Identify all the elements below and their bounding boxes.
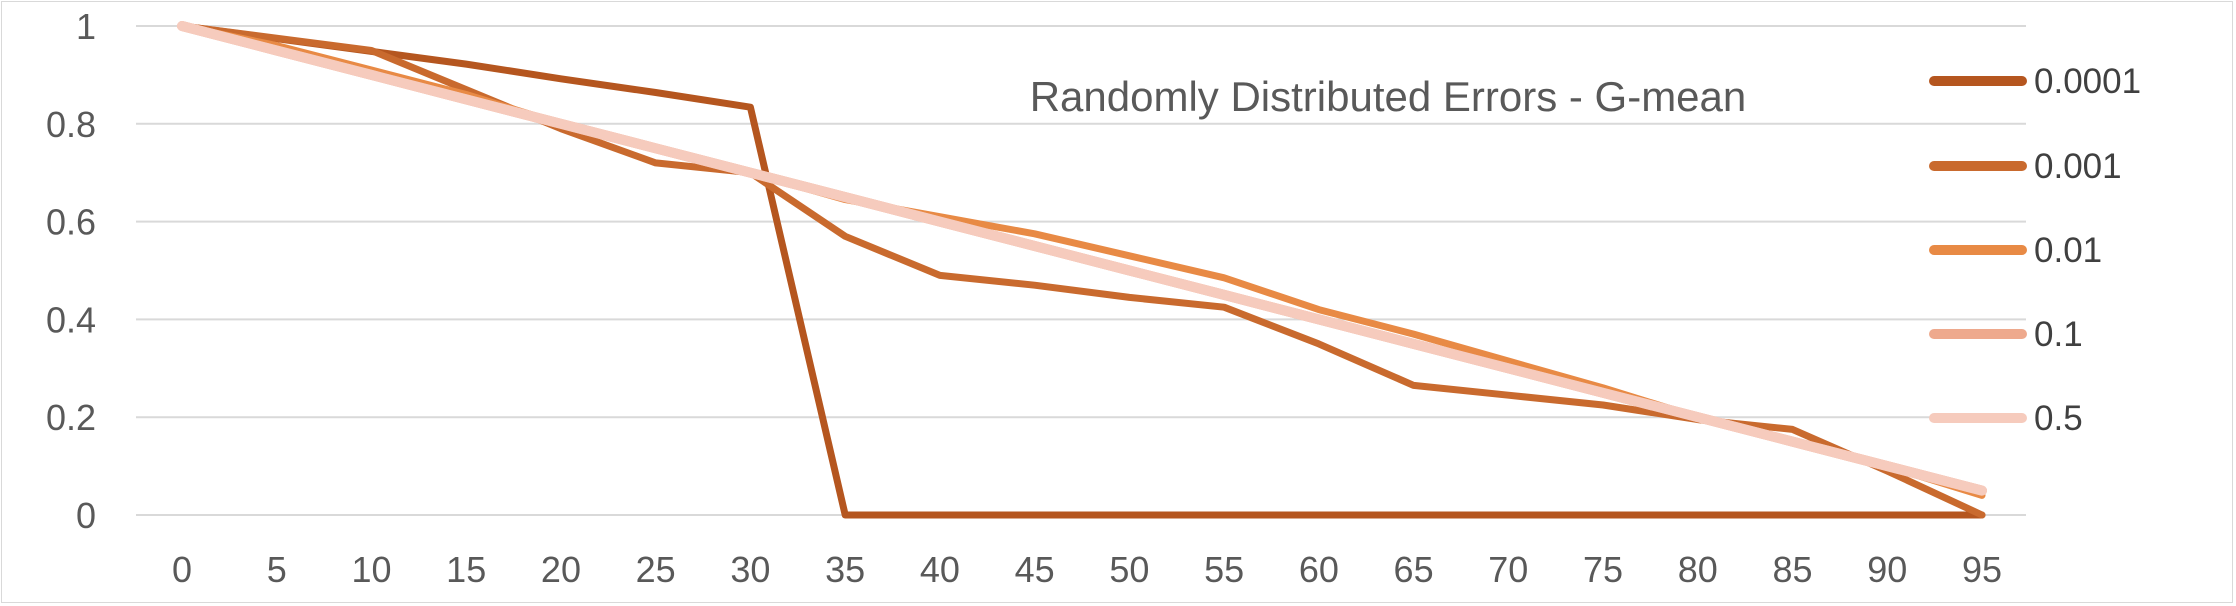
- legend: 0.0001 0.001 0.01 0.1 0.5: [1929, 62, 2141, 438]
- x-tick-label: 70: [1488, 549, 1528, 590]
- x-tick-label: 50: [1109, 549, 1149, 590]
- x-tick-label: 80: [1678, 549, 1718, 590]
- chart-title: Randomly Distributed Errors - G-mean: [1030, 73, 1747, 120]
- x-tick-label: 5: [267, 549, 287, 590]
- legend-label: 0.01: [2034, 231, 2102, 270]
- x-tick-label: 45: [1015, 549, 1055, 590]
- y-tick-label: 0.6: [46, 202, 96, 243]
- y-tick-label: 0: [76, 495, 96, 536]
- x-tick-label: 65: [1394, 549, 1434, 590]
- x-tick-label: 90: [1867, 549, 1907, 590]
- y-tick-label: 0.2: [46, 397, 96, 438]
- legend-label: 0.0001: [2034, 62, 2141, 101]
- x-tick-label: 55: [1204, 549, 1244, 590]
- x-tick-label: 35: [825, 549, 865, 590]
- legend-label: 0.5: [2034, 399, 2083, 438]
- y-tick-label: 1: [76, 6, 96, 47]
- x-tick-label: 0: [172, 549, 192, 590]
- x-tick-label: 10: [351, 549, 391, 590]
- x-tick-label: 25: [636, 549, 676, 590]
- x-tick-label: 95: [1962, 549, 2002, 590]
- x-tick-label: 30: [730, 549, 770, 590]
- x-tick-label: 20: [541, 549, 581, 590]
- x-tick-label: 15: [446, 549, 486, 590]
- legend-label: 0.001: [2034, 147, 2122, 186]
- x-tick-label: 40: [920, 549, 960, 590]
- series-line-0.0001: [178, 22, 1986, 519]
- series-lines: [177, 21, 1987, 519]
- x-axis-ticks: 0 5 10 15 20 25 30 35 40 45 50 55 60 65 70 75 80 85 90 95: [172, 549, 2002, 590]
- y-axis-ticks: 0 0.2 0.4 0.6 0.8 1: [46, 6, 96, 536]
- x-tick-label: 60: [1299, 549, 1339, 590]
- y-tick-label: 0.8: [46, 104, 96, 145]
- x-tick-label: 85: [1773, 549, 1813, 590]
- legend-label: 0.1: [2034, 315, 2083, 354]
- series-line-0.5: [177, 21, 1987, 496]
- x-tick-label: 75: [1583, 549, 1623, 590]
- y-tick-label: 0.4: [46, 299, 96, 340]
